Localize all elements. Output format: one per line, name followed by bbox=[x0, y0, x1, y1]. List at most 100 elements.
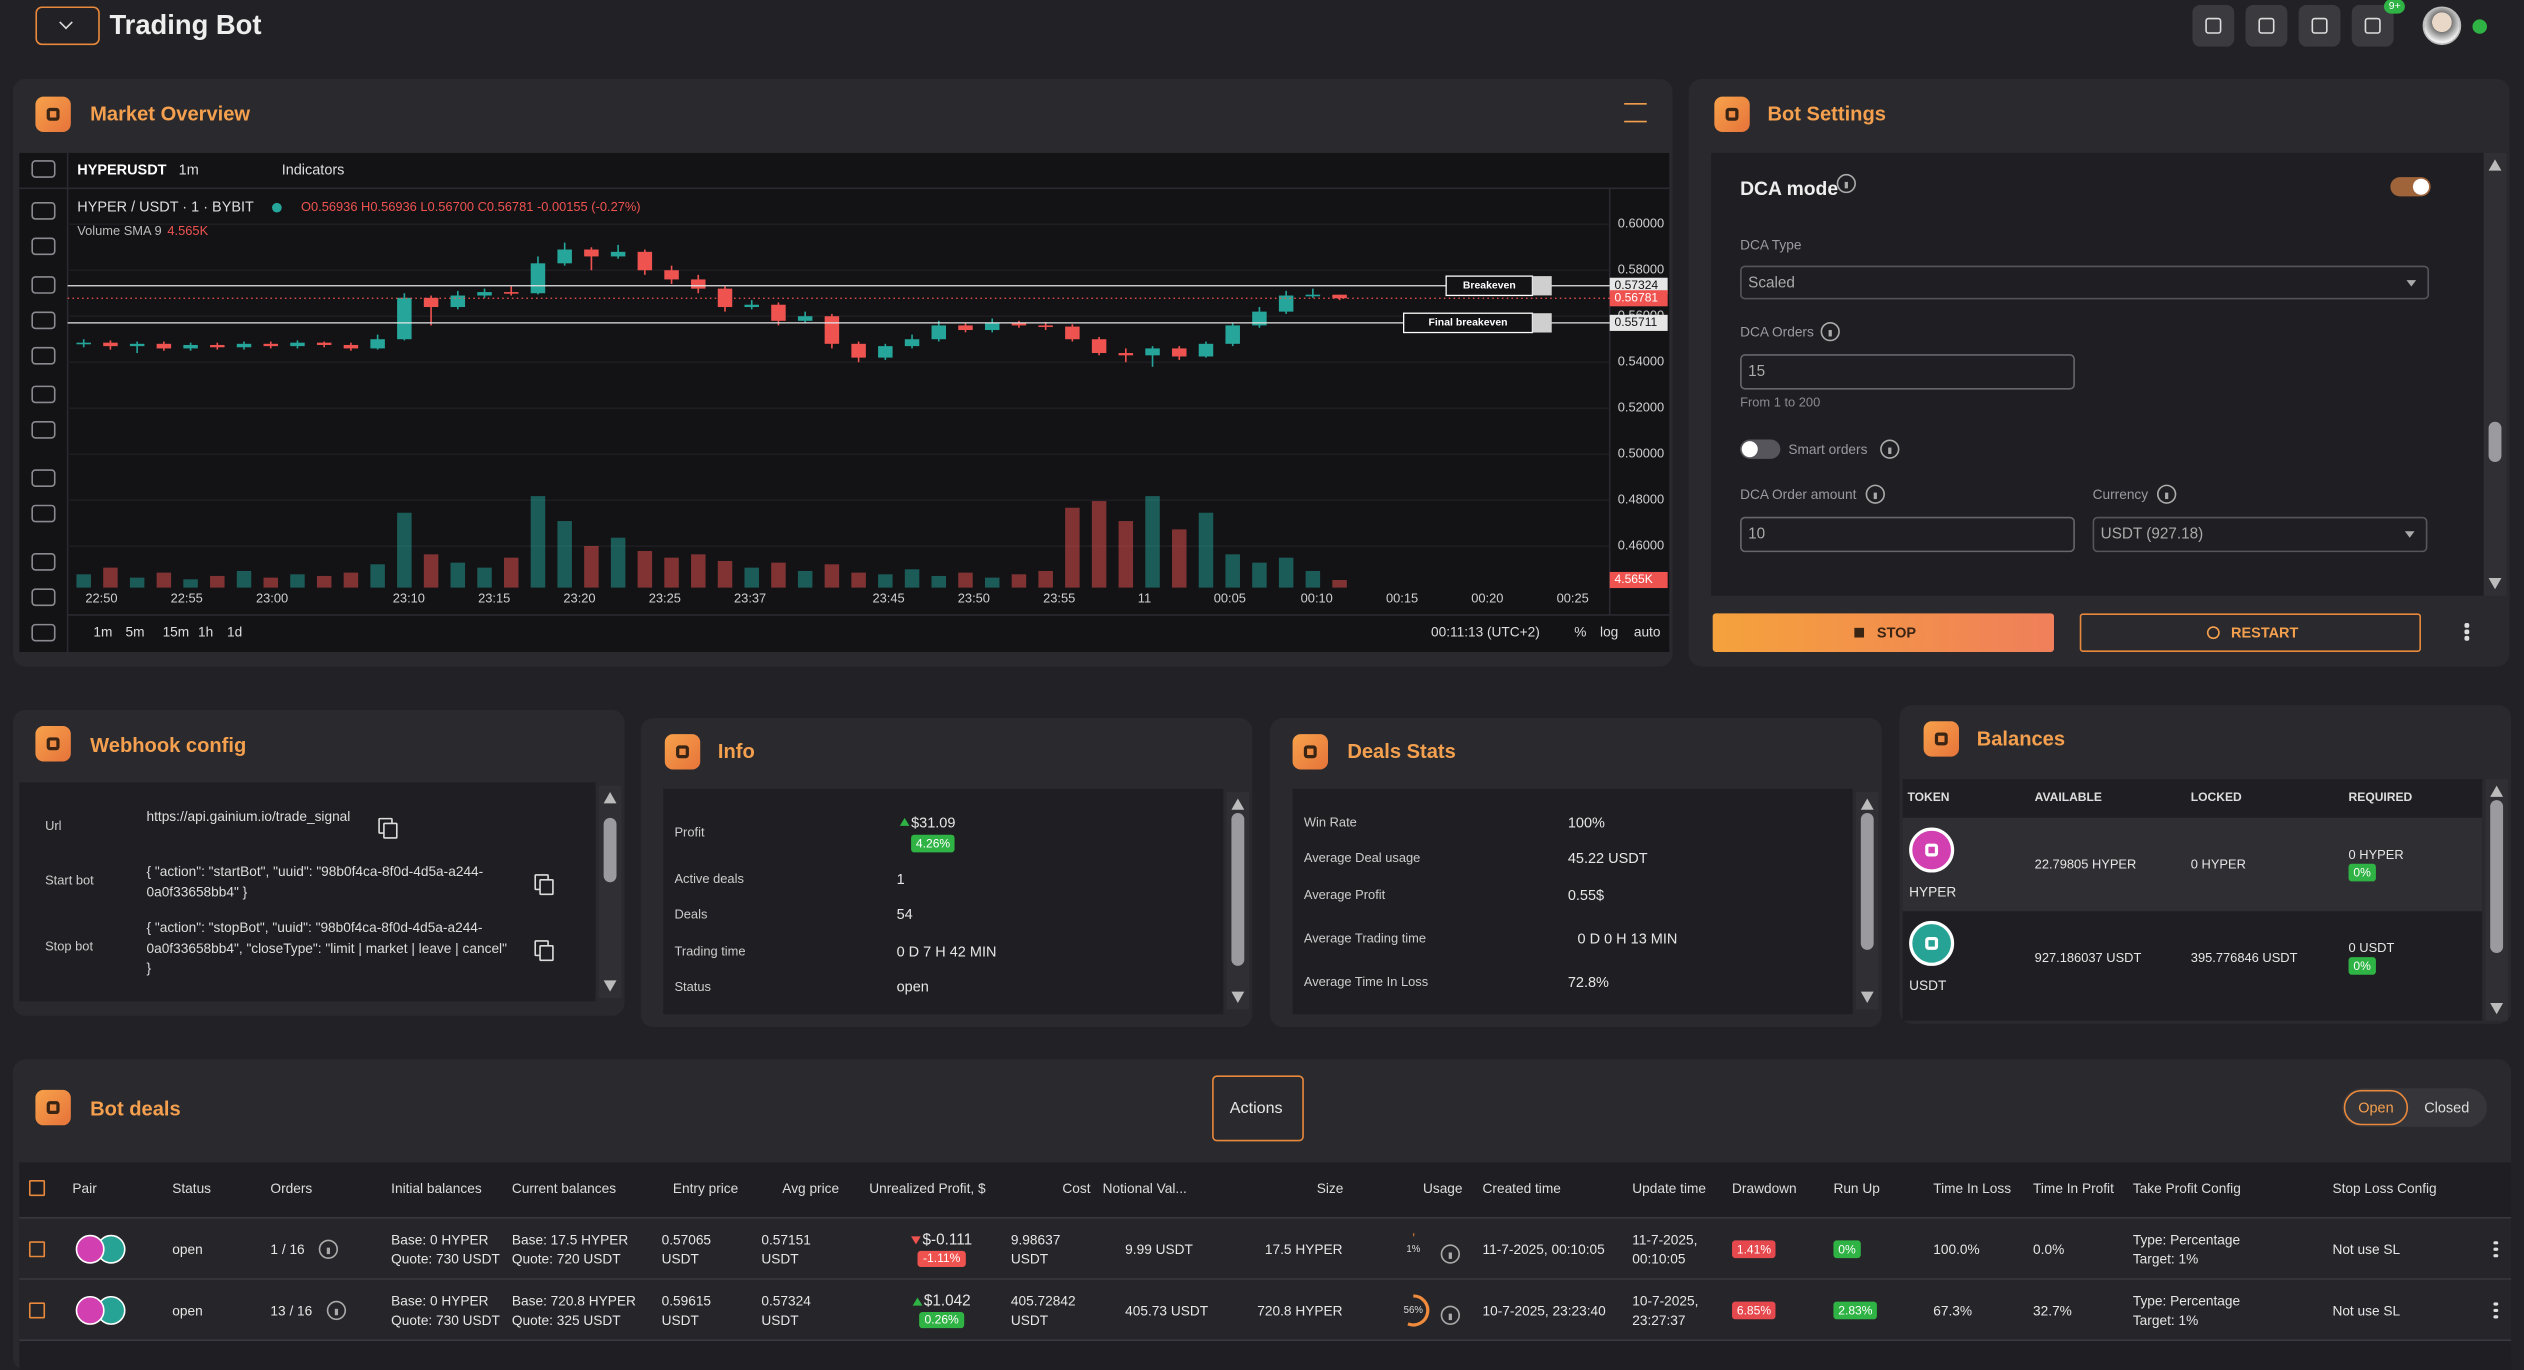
candle-body bbox=[103, 342, 118, 347]
volume-bar bbox=[397, 512, 412, 588]
stop-glyph bbox=[1854, 627, 1865, 638]
row-menu-dot bbox=[2493, 1253, 2498, 1258]
deal-size: 17.5 HYPER bbox=[1264, 1240, 1343, 1257]
scroll-down[interactable] bbox=[603, 980, 617, 992]
input[interactable] bbox=[1740, 354, 2075, 390]
menu-button[interactable] bbox=[35, 6, 100, 46]
legend-ohlc: O0.56936 H0.56936 L0.56700 C0.56781 -0.0… bbox=[301, 199, 641, 214]
tool-icon bbox=[31, 276, 56, 294]
x-tick-label: 23:00 bbox=[256, 590, 288, 605]
volume-bar bbox=[129, 577, 145, 588]
deal-initial-line: Quote: 730 USDT bbox=[391, 1311, 500, 1328]
toggle-knob bbox=[1741, 441, 1758, 458]
y-tick-label: 0.50000 bbox=[1618, 446, 1664, 461]
profit-arrow bbox=[911, 1236, 921, 1245]
volume-bar bbox=[584, 546, 599, 588]
scroll-up[interactable] bbox=[1860, 798, 1874, 810]
volume-tag-label: 4.565K bbox=[1615, 572, 1653, 586]
info-value: 1 bbox=[896, 870, 905, 888]
deal-notional: 405.73 USDT bbox=[1125, 1301, 1209, 1318]
deal-created: 10-7-2025, 23:23:40 bbox=[1482, 1301, 1606, 1318]
tool-icon bbox=[31, 385, 56, 404]
volume-bar bbox=[1198, 512, 1214, 588]
deal-avg: 0.57324 USDT bbox=[761, 1280, 845, 1340]
select[interactable] bbox=[1740, 265, 2430, 300]
stop-button[interactable] bbox=[1712, 613, 2054, 652]
volume-bar bbox=[1038, 570, 1053, 588]
avatar[interactable] bbox=[2422, 6, 2462, 46]
menu-dot bbox=[2464, 623, 2469, 628]
scroll-down[interactable] bbox=[1231, 991, 1245, 1003]
volume-bar bbox=[423, 554, 439, 588]
scroll-up[interactable] bbox=[603, 792, 617, 804]
scroll-up[interactable] bbox=[2490, 785, 2504, 797]
scrollbar-track bbox=[2483, 152, 2507, 596]
restart-button[interactable] bbox=[2079, 613, 2421, 652]
scroll-down[interactable] bbox=[2488, 577, 2502, 590]
header-button[interactable] bbox=[2192, 4, 2235, 47]
balance-available: 22.79805 HYPER bbox=[2034, 857, 2137, 872]
volume-bar bbox=[503, 557, 519, 588]
y-tick-label: 0.60000 bbox=[1618, 216, 1664, 231]
restart-glyph bbox=[2206, 626, 2220, 640]
webhook-value: { "action": "stopBot", "uuid": "98b0f4ca… bbox=[146, 919, 483, 936]
checkbox[interactable] bbox=[28, 1301, 46, 1318]
deal-entry: 0.59615 USDT bbox=[661, 1291, 712, 1328]
column-header: Status bbox=[172, 1180, 212, 1197]
info-icon bbox=[1865, 484, 1885, 504]
candle-body bbox=[1011, 323, 1027, 326]
volume-bar bbox=[931, 575, 947, 588]
chart-settings[interactable] bbox=[1624, 103, 1647, 123]
column-header: Avg price bbox=[782, 1180, 840, 1197]
scroll-down[interactable] bbox=[1860, 991, 1874, 1003]
stats-label: Average Profit bbox=[1303, 887, 1386, 903]
panel-content bbox=[19, 782, 596, 1002]
actions-button[interactable] bbox=[1212, 1075, 1304, 1142]
x-tick-label: 22:50 bbox=[85, 590, 117, 605]
scroll-up[interactable] bbox=[2488, 159, 2502, 171]
candle-body bbox=[183, 344, 198, 349]
tool-icon bbox=[31, 202, 56, 220]
token-icon bbox=[1909, 920, 1955, 966]
info-value: 0 D 7 H 42 MIN bbox=[896, 943, 997, 960]
info-icon bbox=[1880, 439, 1900, 459]
price-tag-label: 0.55711 bbox=[1615, 315, 1658, 329]
column-header: Size bbox=[1316, 1180, 1344, 1197]
header-button[interactable] bbox=[2245, 4, 2288, 47]
panel-title: Balances bbox=[1976, 727, 2066, 751]
stats-value: 100% bbox=[1567, 814, 1605, 831]
checkbox[interactable] bbox=[28, 1180, 46, 1197]
header-button[interactable] bbox=[2351, 4, 2394, 47]
x-tick-label: 00:15 bbox=[1386, 590, 1418, 605]
deal-time-in-loss: 67.3% bbox=[1933, 1301, 1973, 1318]
scroll-up[interactable] bbox=[1231, 798, 1245, 810]
deal-created: 11-7-2025, 00:10:05 bbox=[1483, 1219, 1631, 1279]
select[interactable] bbox=[2092, 516, 2428, 553]
webhook-label: Stop bot bbox=[45, 939, 94, 954]
panel-icon-glyph bbox=[676, 745, 689, 759]
scrollbar-thumb bbox=[2488, 421, 2502, 463]
scroll-down[interactable] bbox=[2490, 1002, 2504, 1015]
header-glyph bbox=[2311, 17, 2328, 34]
input[interactable] bbox=[1740, 516, 2075, 553]
field-hint: From 1 to 200 bbox=[1740, 395, 1821, 410]
panel-icon bbox=[35, 726, 71, 762]
info-label: Status bbox=[674, 979, 711, 995]
balance-locked: 0 HYPER bbox=[2190, 857, 2246, 872]
deal-entry: 0.57065 USDT bbox=[661, 1230, 712, 1267]
deal-updated: 10-7-2025, 23:27:37 bbox=[1632, 1291, 1699, 1328]
deal-avg: 0.57151 USDT bbox=[761, 1230, 811, 1267]
header-button[interactable] bbox=[2298, 4, 2341, 47]
tab-open[interactable] bbox=[2343, 1089, 2409, 1126]
panel-icon bbox=[35, 1089, 71, 1126]
volume-bar bbox=[236, 570, 252, 588]
panel-title: Webhook config bbox=[90, 734, 247, 757]
usage-arc bbox=[1407, 1293, 1430, 1326]
deal-updated: 11-7-2025, 00:10:05 bbox=[1632, 1219, 1721, 1279]
candle-body bbox=[797, 316, 813, 321]
checkbox[interactable] bbox=[28, 1240, 46, 1257]
copy-back bbox=[383, 822, 398, 839]
info-dot bbox=[2165, 492, 2168, 500]
select-arrow bbox=[2404, 531, 2415, 538]
actions-label: Actions bbox=[1229, 1100, 1283, 1119]
